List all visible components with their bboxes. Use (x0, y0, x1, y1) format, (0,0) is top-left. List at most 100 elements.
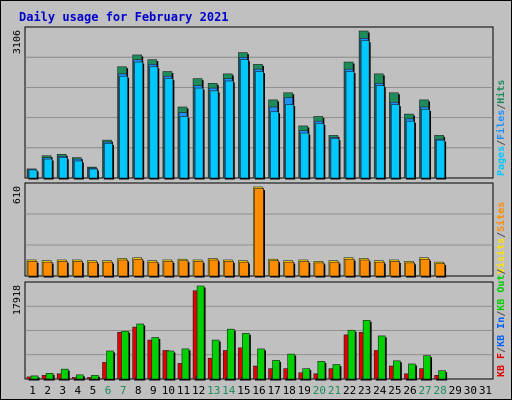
sites-bar (299, 261, 310, 277)
x-tick-label: 16 (252, 384, 265, 397)
kb-out-bar (362, 320, 371, 380)
x-tick-label: 15 (237, 384, 250, 397)
kb-out-bar (196, 285, 205, 380)
x-tick-label: 14 (222, 384, 236, 397)
sites-bar (284, 261, 294, 277)
sites-bar (88, 261, 98, 277)
legend-kb-out: KB Out (496, 275, 507, 311)
sites-bar (223, 261, 234, 277)
pages-bar (315, 123, 325, 179)
sites-bar (254, 188, 264, 277)
kb-out-bar (317, 361, 326, 380)
kb-out-bar (181, 348, 190, 380)
legend-sites: Sites (495, 202, 507, 232)
sites-bar (435, 263, 445, 277)
pages-bar (240, 59, 249, 179)
legend-separator: / (496, 104, 507, 110)
x-tick-label: 11 (177, 384, 190, 397)
legend: KB F/KB In/KB Out/ (496, 269, 507, 377)
x-tick-label: 12 (192, 384, 205, 397)
pages-bar (345, 71, 355, 179)
y-max-label: 3106 (12, 30, 23, 54)
x-tick-label: 10 (162, 384, 175, 397)
x-tick-label: 4 (75, 384, 82, 397)
kb-out-bar (106, 350, 114, 380)
x-tick-label: 2 (44, 384, 51, 397)
x-tick-label: 28 (434, 384, 447, 397)
x-tick-label: 25 (388, 384, 401, 397)
legend-separator: / (496, 311, 507, 317)
chart-title: Daily usage for February 2021 (19, 10, 229, 24)
sites-bar (193, 261, 204, 277)
pages-bar (436, 139, 445, 179)
x-tick-label: 29 (449, 384, 462, 397)
sites-bar (359, 259, 370, 277)
pages-bar (119, 75, 128, 179)
sites-bar (344, 258, 355, 277)
pages-bar (179, 116, 189, 179)
sites-bar (133, 258, 143, 277)
x-tick-label: 9 (150, 384, 157, 397)
sites-bar (374, 261, 385, 277)
kb-out-bar (408, 363, 416, 380)
legend-separator: / (496, 269, 507, 275)
sites-bar (42, 261, 53, 277)
legend-kb-f: KB F (496, 353, 507, 377)
sites-bar (178, 260, 189, 277)
sites-bar (420, 258, 430, 277)
sites-bar (57, 261, 68, 277)
x-tick-label: 26 (403, 384, 416, 397)
sites-bar (103, 261, 113, 277)
kb-out-bar (393, 360, 401, 380)
x-tick-label: 23 (358, 384, 371, 397)
x-tick-label: 24 (373, 384, 387, 397)
x-tick-label: 27 (418, 384, 431, 397)
x-tick-label: 18 (283, 384, 296, 397)
pages-bar (406, 120, 415, 179)
legend-hits: Hits (495, 80, 507, 104)
pages-bar (255, 71, 264, 179)
kb-out-bar (136, 323, 144, 380)
sites-bar (27, 261, 38, 277)
kb-out-bar (423, 355, 431, 380)
x-tick-label: 1 (29, 384, 36, 397)
legend: Pages/Files/Hits (495, 80, 507, 176)
pages-bar (149, 66, 159, 179)
kb-out-bar (45, 372, 54, 380)
pages-bar (194, 87, 204, 179)
kb-out-bar (272, 360, 280, 380)
x-tick-label: 20 (313, 384, 326, 397)
sites-bar (405, 262, 415, 277)
y-max-label: 17918 (12, 285, 23, 315)
x-tick-label: 8 (135, 384, 142, 397)
x-tick-label: 3 (59, 384, 66, 397)
sites-bar (329, 261, 340, 277)
legend-separator: / (496, 140, 507, 146)
legend-visits: Visits (495, 238, 507, 274)
y-max-label: 610 (12, 186, 23, 204)
legend-separator: / (496, 232, 507, 238)
pages-bar (360, 40, 370, 179)
kb-out-bar (332, 364, 341, 380)
pages-bar (28, 169, 38, 179)
kb-out-bar (302, 368, 311, 380)
pages-bar (421, 109, 430, 179)
legend-separator: / (496, 347, 507, 353)
legend-files: Files (495, 110, 507, 140)
kb-f-bar-shadow (73, 378, 80, 381)
legend-kb-in: KB In (496, 317, 507, 347)
sites-bar (390, 261, 400, 277)
pages-bar (330, 138, 340, 179)
pages-bar (224, 80, 234, 179)
x-tick-label: 5 (90, 384, 97, 397)
sites-bar (118, 259, 128, 277)
x-tick-label: 30 (464, 384, 477, 397)
x-tick-label: 7 (120, 384, 127, 397)
x-tick-label: 21 (328, 384, 341, 397)
kb-f-bar-shadow (28, 378, 35, 381)
pages-bar (43, 158, 53, 179)
kb-out-bar (211, 339, 220, 380)
x-tick-label: 17 (267, 384, 280, 397)
